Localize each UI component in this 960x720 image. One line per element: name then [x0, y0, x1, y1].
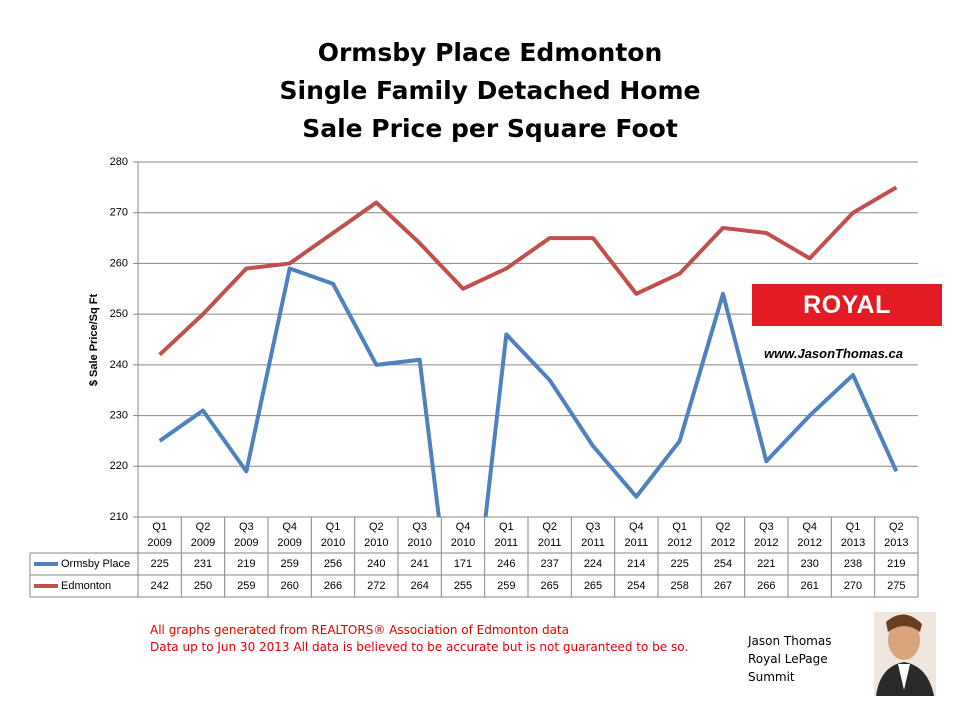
table-value: 219 — [887, 558, 905, 570]
x-tick-label: Q1 2013 — [840, 521, 866, 549]
table-value: 224 — [584, 558, 602, 570]
y-axis-label: $ Sale Price/Sq Ft — [88, 294, 100, 387]
table-value: 265 — [584, 580, 602, 592]
series-line — [158, 185, 898, 357]
logo-brand: ROYAL LePAGE — [752, 284, 942, 361]
x-tick-label: Q1 2011 — [494, 521, 519, 549]
table-value: 261 — [800, 580, 818, 592]
logo-url: www.JasonThomas.ca — [764, 346, 903, 361]
series-line — [158, 266, 899, 517]
y-tick-label: 220 — [110, 460, 128, 472]
table-value: 254 — [627, 580, 645, 592]
x-tick-label: Q3 2009 — [234, 521, 259, 549]
y-tick-label: 240 — [110, 359, 128, 371]
table-value: 266 — [324, 580, 342, 592]
x-tick-label: Q4 2012 — [797, 521, 822, 549]
x-tick-label: Q1 2012 — [667, 521, 692, 549]
table-value: 264 — [410, 580, 428, 592]
table-value: 171 — [454, 558, 472, 570]
x-tick-label: Q2 2010 — [364, 521, 389, 549]
table-value: 219 — [237, 558, 255, 570]
y-tick-label: 250 — [110, 308, 128, 320]
y-tick-label: 230 — [110, 409, 128, 421]
author-photo-face — [888, 620, 920, 660]
table-value: 260 — [280, 580, 298, 592]
x-tick-label: Q2 2013 — [884, 521, 909, 549]
plot-area — [158, 185, 899, 517]
table-value: 259 — [497, 580, 515, 592]
table-value: 221 — [757, 558, 775, 570]
table-value: 258 — [670, 580, 688, 592]
author: Jason Thomas Royal LePage Summit — [748, 634, 832, 684]
table-value: 270 — [844, 580, 862, 592]
table-value: 225 — [150, 558, 168, 570]
table-value: 225 — [670, 558, 688, 570]
table-value: 255 — [454, 580, 472, 592]
table-value: 272 — [367, 580, 385, 592]
table-value: 267 — [714, 580, 732, 592]
x-tick-label: Q3 2011 — [581, 521, 605, 549]
table-value: 259 — [237, 580, 255, 592]
x-tick-label: Q2 2009 — [190, 521, 216, 549]
table-value: 246 — [497, 558, 515, 570]
table-value: 256 — [324, 558, 342, 570]
x-tick-label: Q2 2012 — [710, 521, 736, 549]
table-value: 242 — [150, 580, 168, 592]
table-value: 241 — [410, 558, 428, 570]
table-value: 238 — [844, 558, 862, 570]
x-tick-label: Q3 2012 — [754, 521, 779, 549]
x-tick-label: Q3 2010 — [407, 521, 432, 549]
legend-label: Ormsby Place — [61, 558, 130, 570]
x-tick-label: Q2 2011 — [537, 521, 562, 549]
table-value: 250 — [194, 580, 212, 592]
x-tick-label: Q1 2010 — [320, 521, 346, 549]
x-tick-label: Q4 2009 — [277, 521, 302, 549]
author-photo-shirt — [898, 664, 910, 690]
x-tick-label: Q4 2010 — [450, 521, 476, 549]
table-value: 237 — [540, 558, 558, 570]
table-value: 240 — [367, 558, 385, 570]
x-tick-label: Q4 2011 — [624, 521, 649, 549]
legend-label: Edmonton — [61, 580, 111, 592]
table-value: 231 — [194, 558, 212, 570]
table-value: 266 — [757, 580, 775, 592]
table-value: 230 — [800, 558, 818, 570]
table-value: 214 — [627, 558, 645, 570]
table-value: 275 — [887, 580, 905, 592]
y-tick-label: 280 — [110, 156, 128, 168]
y-tick-label: 210 — [110, 511, 128, 523]
table-value: 254 — [714, 558, 732, 570]
author-photo-hair — [886, 614, 922, 632]
y-tick-label: 260 — [110, 257, 128, 269]
x-tick-label: Q1 2009 — [147, 521, 172, 549]
table-value: 265 — [540, 580, 558, 592]
footnote: All graphs generated from REALTORS® Asso… — [150, 623, 689, 654]
chart-title: Ormsby Place Edmonton Single Family Deta… — [279, 38, 701, 143]
table-value: 259 — [280, 558, 298, 570]
y-tick-label: 270 — [110, 207, 128, 219]
